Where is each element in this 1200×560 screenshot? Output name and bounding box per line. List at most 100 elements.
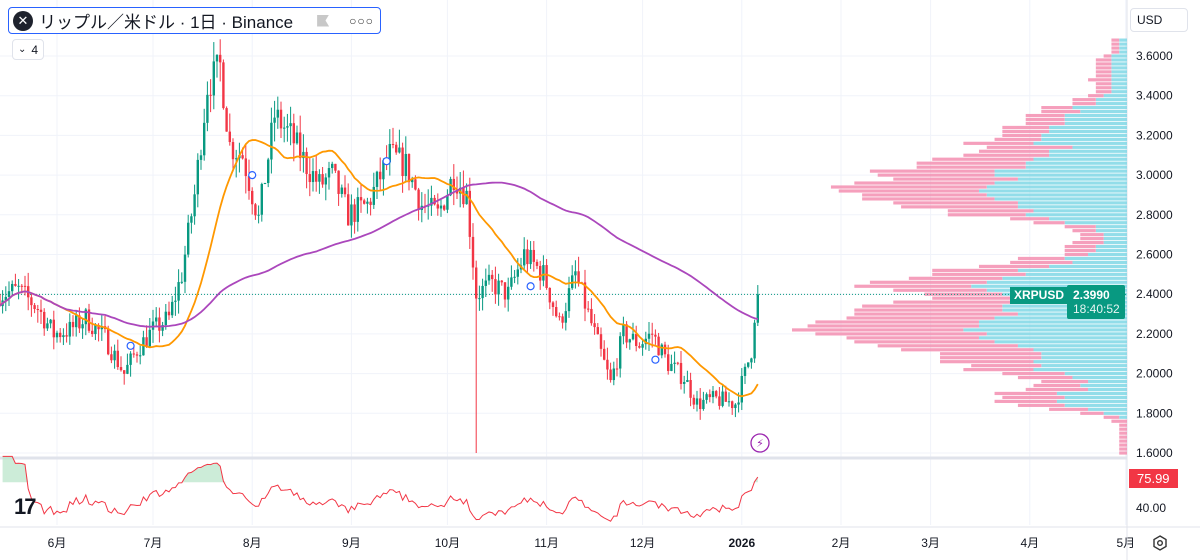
tradingview-logo[interactable]: 17: [14, 494, 37, 519]
candle-body: [583, 282, 587, 309]
candle-body: [462, 187, 465, 205]
candle-body: [753, 322, 756, 359]
candle-body: [129, 353, 132, 365]
volume-profile-bar-up: [1056, 391, 1127, 396]
volume-profile-bar-down: [1119, 439, 1127, 443]
candle-body: [622, 324, 625, 337]
candle-body: [177, 282, 180, 301]
candle-body: [0, 294, 1, 307]
candle-body: [78, 315, 81, 329]
volume-profile-bar-up: [1095, 98, 1127, 102]
volume-profile-bar-down: [1111, 42, 1120, 46]
candle-body: [743, 366, 747, 376]
candle-body: [555, 307, 558, 317]
volume-profile-bar-down: [877, 344, 1018, 348]
candle-body: [571, 275, 574, 289]
volume-profile-bar-down: [1025, 121, 1065, 126]
volume-profile-bar-down: [1017, 403, 1065, 407]
moving-average-slow: [0, 181, 759, 328]
volume-profile-bar-down: [1095, 82, 1112, 86]
volume-profile-bar-up: [978, 320, 1127, 324]
volume-profile-bar-down: [1017, 256, 1065, 261]
candle-body: [679, 362, 683, 384]
volume-profile-bar-up: [1033, 141, 1127, 145]
volume-profile-bar-down: [893, 177, 1018, 181]
volume-profile-bar-up: [1041, 364, 1127, 368]
indicators-collapse-button[interactable]: ⌄ 4: [12, 39, 45, 60]
chevron-down-icon: ⌄: [18, 44, 27, 55]
flag-icon[interactable]: [317, 14, 330, 27]
volume-profile-bar-down: [1080, 233, 1104, 237]
candle-body: [231, 142, 235, 160]
candle-body: [203, 122, 206, 156]
volume-profile-bar-up: [1049, 129, 1127, 134]
volume-profile-bar-down: [1095, 66, 1112, 70]
price-axis-label: 2.6000: [1136, 248, 1173, 262]
volume-profile-bar-up: [978, 336, 1127, 340]
volume-profile-bar-down: [940, 356, 1042, 360]
candle-body: [359, 197, 363, 201]
volume-profile-bar-down: [1095, 62, 1112, 66]
volume-profile-bar-up: [994, 181, 1127, 185]
candle-body: [36, 309, 39, 311]
volume-profile-bar-down: [854, 340, 995, 344]
volume-profile-bar-up: [1033, 157, 1127, 161]
candle-body: [356, 197, 359, 222]
volume-profile-bar-up: [1072, 375, 1127, 380]
candle-body: [65, 335, 68, 337]
candle-body: [196, 159, 199, 195]
candle-body: [663, 344, 667, 355]
candle-body: [609, 369, 612, 381]
volume-profile-bar-up: [1064, 395, 1127, 400]
currency-selector[interactable]: USD: [1130, 8, 1188, 32]
lightning-icon: [750, 433, 770, 453]
candle-body: [372, 186, 375, 205]
volume-profile-bar-down: [1088, 78, 1112, 82]
candle-body: [347, 194, 350, 226]
candles: [0, 39, 759, 453]
volume-profile-bar-down: [978, 264, 1050, 269]
volume-profile-bar-up: [1088, 379, 1127, 384]
candle-body: [446, 195, 449, 210]
candle-body: [187, 222, 190, 255]
volume-profile-bar-down: [815, 320, 979, 324]
volume-profile-bar-down: [862, 193, 987, 197]
volume-profile-bar-up: [1111, 62, 1127, 66]
volume-profile-bar-down: [1111, 50, 1120, 54]
volume-profile-bar-down: [932, 157, 1034, 161]
candle-body: [23, 285, 27, 287]
time-axis-label: 4月: [1020, 536, 1039, 550]
settings-icon[interactable]: [1152, 535, 1168, 551]
volume-profile: [792, 38, 1127, 455]
ellipsis-icon[interactable]: ○○○: [349, 13, 374, 28]
candle-body: [670, 363, 673, 371]
volume-profile-bar-down: [1064, 248, 1096, 253]
volume-profile-bar-down: [1064, 225, 1096, 229]
event-marker-icon: [248, 171, 257, 180]
candle-body: [529, 249, 532, 265]
candle-body: [491, 274, 494, 280]
candle-body: [507, 286, 510, 300]
candle-body: [510, 277, 513, 287]
volume-profile-bar-up: [971, 284, 1127, 288]
volume-profile-bar-down: [1080, 237, 1104, 241]
candle-body: [273, 117, 276, 123]
candle-body: [107, 329, 110, 355]
candle-body: [699, 398, 702, 410]
candle-body: [660, 344, 663, 356]
candle-body: [139, 355, 142, 357]
candle-body: [596, 327, 599, 335]
volume-profile-bar-up: [1119, 46, 1127, 50]
volume-profile-bar-down: [815, 332, 987, 336]
candle-body: [692, 397, 695, 405]
candle-body: [471, 236, 475, 268]
price-axis-label: 3.2000: [1136, 128, 1173, 142]
candle-body: [289, 123, 292, 127]
candle-body: [324, 177, 327, 185]
candle-body: [369, 201, 372, 205]
symbol-legend[interactable]: ✕ リップル／米ドル · 1日 · Binance ○○○: [8, 7, 381, 34]
volume-profile-bar-up: [1025, 165, 1127, 169]
volume-profile-bar-down: [1119, 431, 1127, 435]
volume-profile-bar-down: [932, 272, 1026, 276]
